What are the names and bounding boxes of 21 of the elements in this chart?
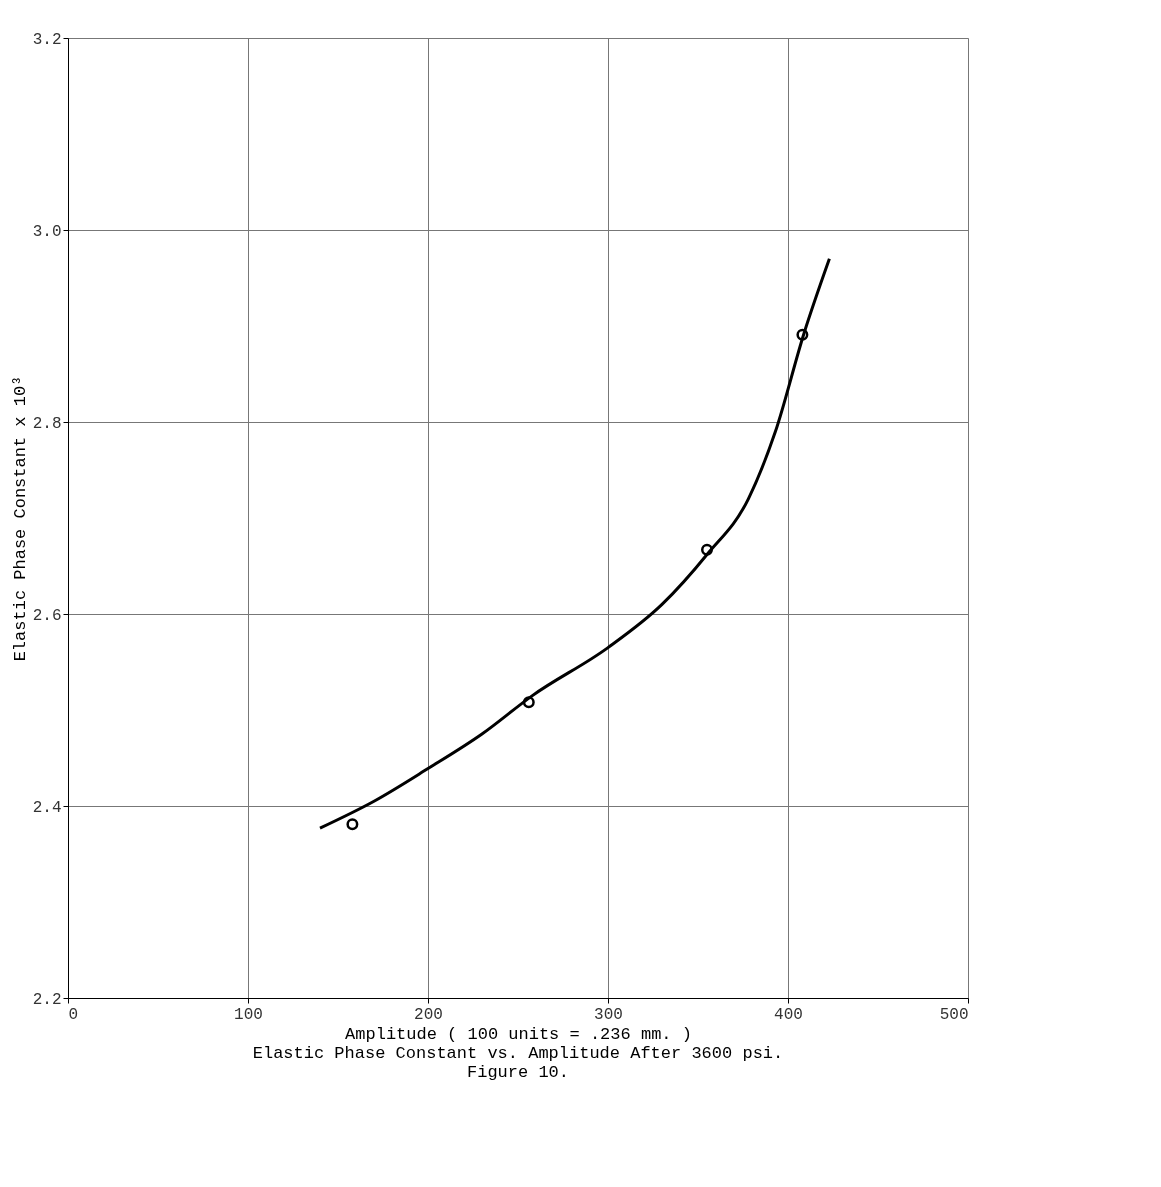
y-tick-label: 2.4 <box>32 798 62 817</box>
y-tick-label: 2.2 <box>32 990 62 1009</box>
x-tick-label: 200 <box>414 1005 443 1024</box>
x-tick-label: 500 <box>939 1005 969 1024</box>
line-series <box>318 257 831 830</box>
y-tick-label: 2.8 <box>32 414 62 433</box>
y-tick-label: 3.2 <box>32 30 62 49</box>
x-tick-label: 0 <box>68 1005 79 1024</box>
caption: Figure 10. <box>466 1063 570 1082</box>
y-axis-title: Elastic Phase Constant x 10³ <box>10 375 30 662</box>
x-tick-label: 300 <box>594 1005 623 1024</box>
y-tick-label: 2.6 <box>32 606 62 625</box>
y-tick-label: 3.0 <box>32 222 62 241</box>
point <box>701 543 713 556</box>
x-tick-label: 100 <box>234 1005 263 1024</box>
point <box>522 696 535 709</box>
x-axis-title: Amplitude ( 100 units = .236 mm. ) <box>345 1024 692 1044</box>
point <box>346 818 359 831</box>
x-tick-label: 400 <box>774 1005 803 1024</box>
text: Elastic Phase Constant vs. Amplitude After 3600 psi. <box>252 1044 784 1063</box>
point <box>796 328 809 341</box>
